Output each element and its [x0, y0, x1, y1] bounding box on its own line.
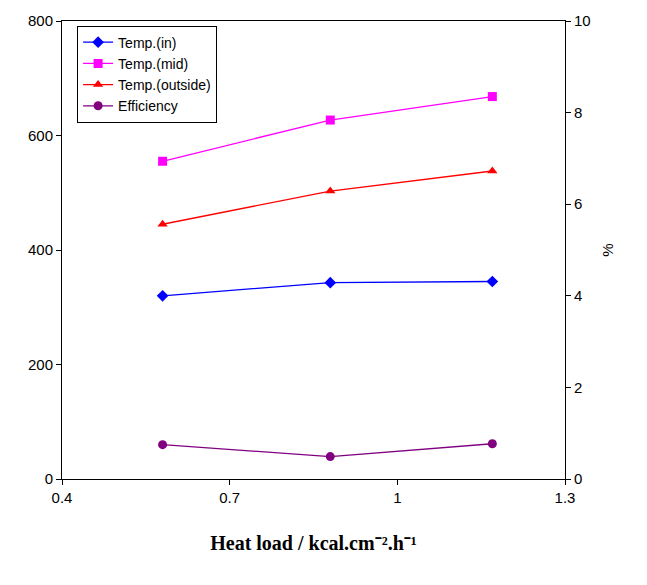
svg-text:%: % — [599, 243, 616, 256]
svg-text:600: 600 — [28, 127, 53, 144]
svg-text:200: 200 — [28, 356, 53, 373]
svg-text:4: 4 — [574, 287, 582, 304]
svg-text:8: 8 — [574, 104, 582, 121]
svg-text:2: 2 — [574, 379, 582, 396]
svg-text:Temp.(mid): Temp.(mid) — [118, 56, 188, 72]
svg-text:0.4: 0.4 — [52, 489, 73, 506]
svg-text:Heat load / kcal.cm⁻².h⁻¹: Heat load / kcal.cm⁻².h⁻¹ — [210, 532, 417, 554]
svg-text:400: 400 — [28, 241, 53, 258]
svg-text:1.3: 1.3 — [555, 489, 576, 506]
svg-text:Temp.(in): Temp.(in) — [118, 35, 176, 51]
svg-text:Efficiency: Efficiency — [118, 98, 178, 114]
svg-text:6: 6 — [574, 195, 582, 212]
svg-text:0: 0 — [45, 470, 53, 487]
svg-text:800: 800 — [28, 12, 53, 29]
svg-text:1: 1 — [393, 489, 401, 506]
svg-text:10: 10 — [574, 12, 591, 29]
svg-text:Temp.(outside): Temp.(outside) — [118, 77, 211, 93]
svg-text:0: 0 — [574, 470, 582, 487]
svg-text:0.7: 0.7 — [219, 489, 240, 506]
